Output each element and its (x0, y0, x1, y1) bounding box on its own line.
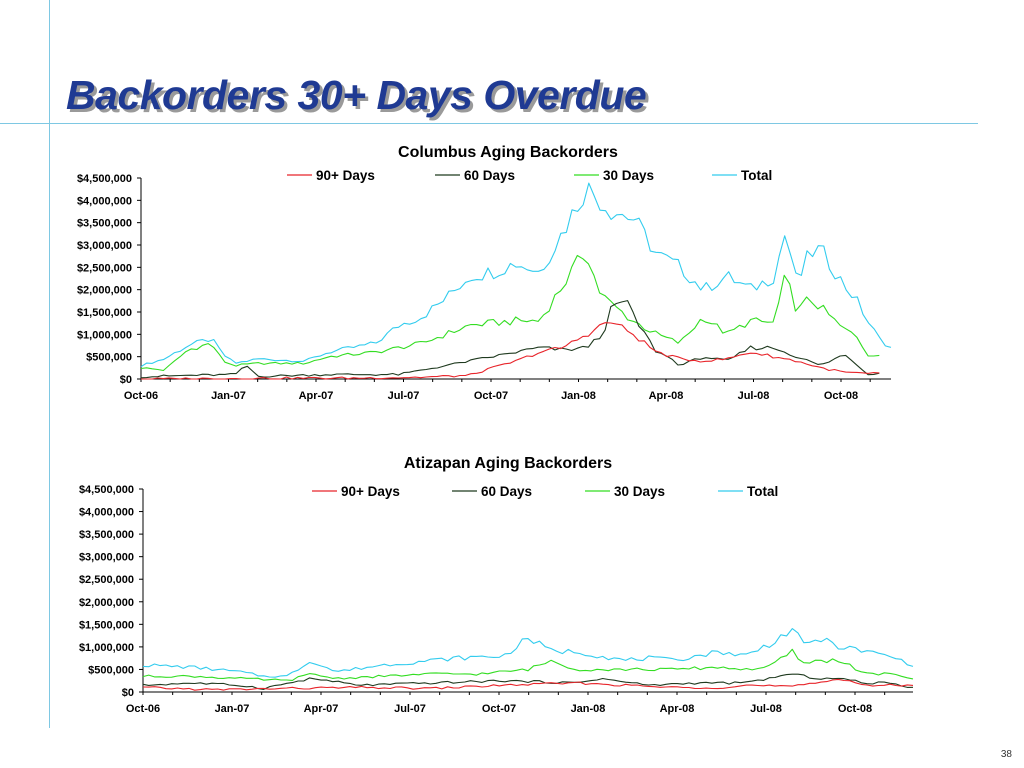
x-tick-label: Oct-07 (482, 703, 516, 715)
legend-label: 60 Days (464, 168, 515, 183)
x-tick-label: Apr-08 (649, 390, 684, 402)
x-tick-label: Jan-08 (571, 703, 606, 715)
y-tick-label: $1,000,000 (77, 329, 132, 341)
chart-title: Columbus Aging Backorders (398, 144, 618, 161)
series-line-90-days (141, 322, 880, 380)
y-tick-label: $1,000,000 (79, 642, 134, 654)
y-tick-label: $500,000 (86, 352, 132, 364)
y-tick-label: $0 (122, 687, 134, 699)
series-line-90-days (142, 678, 914, 691)
y-tick-label: $3,500,000 (79, 529, 134, 541)
horizontal-rule (0, 123, 978, 124)
legend-label: Total (747, 484, 778, 499)
x-tick-label: Jul-07 (388, 390, 420, 402)
y-tick-label: $4,500,000 (79, 484, 134, 496)
chart-title: Atizapan Aging Backorders (404, 455, 612, 472)
legend-label: Total (741, 168, 772, 183)
columbus-chart: Columbus Aging Backorders $0 $500,000 $1,00… (77, 144, 892, 402)
x-tick-label: Apr-07 (299, 390, 334, 402)
series-line-30-days (140, 254, 880, 372)
y-tick-label: $3,000,000 (79, 552, 134, 564)
x-tick-label: Oct-08 (838, 703, 872, 715)
y-tick-label: $0 (120, 374, 132, 386)
legend-label: 60 Days (481, 484, 532, 499)
y-tick-label: $3,000,000 (77, 240, 132, 252)
x-tick-label: Apr-07 (304, 703, 339, 715)
legend-label: 30 Days (603, 168, 654, 183)
x-tick-label: Oct-06 (124, 390, 158, 402)
series-line-60-days (142, 673, 914, 690)
x-tick-label: Jul-08 (738, 390, 770, 402)
y-tick-label: $500,000 (88, 664, 134, 676)
x-tick-label: Oct-08 (824, 390, 858, 402)
y-tick-label: $2,000,000 (77, 285, 132, 297)
series-line-30-days (142, 648, 914, 681)
series-line-total (140, 182, 892, 368)
x-tick-label: Oct-07 (474, 390, 508, 402)
y-tick-label: $2,500,000 (79, 574, 134, 586)
vertical-rule (49, 0, 50, 728)
y-tick-label: $1,500,000 (79, 619, 134, 631)
x-tick-label: Jan-08 (561, 390, 596, 402)
x-tick-label: Apr-08 (660, 703, 695, 715)
atizapan-chart: Atizapan Aging Backorders $0 $500,000 $1,00… (79, 455, 914, 715)
legend-label: 90+ Days (316, 168, 375, 183)
legend-label: 90+ Days (341, 484, 400, 499)
x-tick-label: Jan-07 (211, 390, 246, 402)
slide-title: Backorders 30+ Days Overdue (66, 72, 647, 118)
y-tick-label: $4,500,000 (77, 173, 132, 185)
y-tick-label: $2,500,000 (77, 262, 132, 274)
y-tick-label: $3,500,000 (77, 218, 132, 230)
y-tick-label: $1,500,000 (77, 307, 132, 319)
page-number: 38 (1000, 749, 1012, 760)
x-tick-label: Jul-07 (394, 703, 426, 715)
y-tick-label: $2,000,000 (79, 597, 134, 609)
y-tick-label: $4,000,000 (77, 195, 132, 207)
x-tick-label: Jul-08 (750, 703, 782, 715)
series-line-total (142, 628, 914, 678)
series-line-60-days (140, 300, 880, 379)
y-tick-label: $4,000,000 (79, 507, 134, 519)
x-tick-label: Jan-07 (215, 703, 250, 715)
legend-label: 30 Days (614, 484, 665, 499)
x-tick-label: Oct-06 (126, 703, 160, 715)
